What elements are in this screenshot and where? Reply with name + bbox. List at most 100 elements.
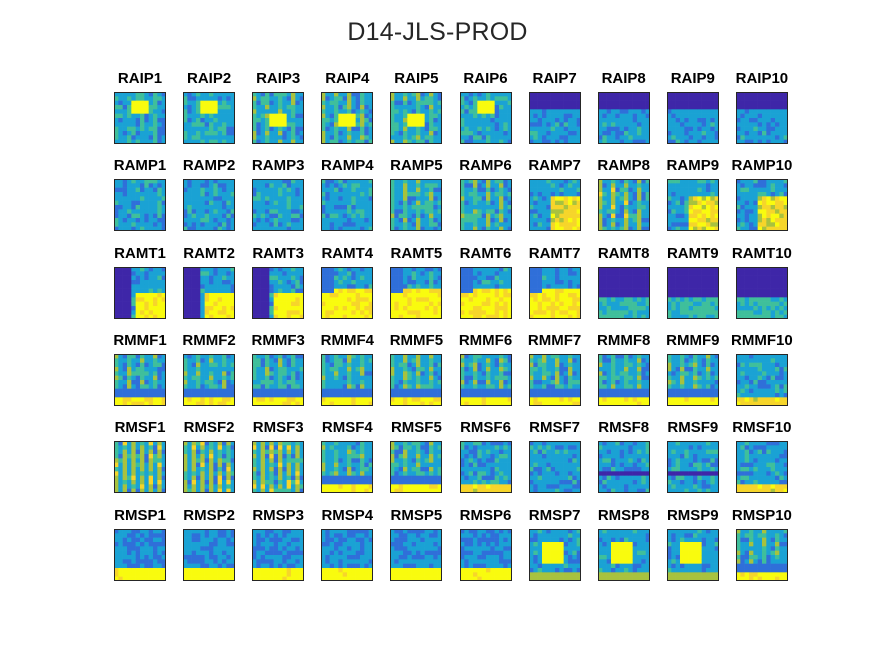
heatmap-cell	[666, 314, 672, 319]
heatmap-cell	[127, 283, 132, 289]
heatmap-cell	[273, 187, 279, 193]
heatmap-cell	[429, 218, 435, 223]
heatmap-cell	[230, 218, 236, 223]
heatmap-cell	[222, 371, 227, 376]
heatmap-cell	[740, 275, 745, 280]
heatmap-cell	[541, 187, 547, 193]
heatmap-cell	[265, 375, 270, 381]
heatmap-cell	[286, 375, 292, 381]
heatmap-cell	[571, 92, 577, 97]
heatmap-cell	[140, 200, 145, 206]
heatmap-cell	[632, 100, 637, 106]
heatmap-cell	[541, 270, 547, 276]
heatmap-cell	[153, 375, 158, 381]
panel-frame	[390, 179, 443, 232]
panel-ramp10: RAMP10	[717, 157, 807, 235]
heatmap-cell	[528, 209, 534, 215]
heatmap-cell	[122, 279, 128, 285]
heatmap-cell	[282, 126, 288, 132]
heatmap-cell	[196, 135, 201, 140]
heatmap-cell	[753, 118, 758, 123]
panel-frame	[735, 266, 788, 319]
heatmap-cell	[127, 200, 132, 206]
heatmap-cell	[209, 288, 214, 293]
heatmap-cell	[489, 226, 495, 232]
heatmap-cell	[757, 113, 763, 119]
heatmap-cell	[278, 288, 283, 293]
heatmap-cell	[757, 200, 763, 206]
heatmap-cell	[390, 113, 396, 119]
heatmap-cell	[148, 353, 154, 359]
heatmap-cell	[550, 205, 555, 210]
heatmap-cell	[744, 270, 750, 276]
heatmap-cell	[265, 301, 270, 306]
heatmap-cell	[735, 100, 741, 106]
heatmap-cell	[187, 309, 193, 315]
heatmap-cell	[325, 109, 331, 114]
heatmap-cell	[507, 200, 512, 206]
heatmap-cell	[757, 275, 763, 280]
heatmap-cell	[399, 92, 404, 97]
heatmap-cell	[420, 192, 426, 197]
heatmap-cell	[606, 113, 611, 119]
heatmap-cell	[602, 283, 607, 289]
heatmap-cell	[407, 113, 413, 119]
heatmap-cell	[204, 222, 210, 228]
heatmap-cell	[321, 205, 326, 210]
heatmap-cell	[390, 226, 396, 232]
heatmap-cell	[697, 183, 702, 189]
heatmap-cell	[204, 384, 210, 389]
heatmap-cell	[753, 305, 758, 311]
heatmap-cell	[127, 279, 132, 285]
heatmap-cell	[122, 266, 128, 272]
heatmap-cell	[459, 288, 465, 293]
heatmap-cell	[697, 270, 702, 276]
heatmap-cell	[528, 113, 534, 119]
heatmap-cell	[597, 179, 603, 184]
heatmap-cell	[200, 353, 206, 359]
heatmap-cell	[204, 118, 210, 123]
heatmap-cell	[200, 139, 206, 144]
heatmap-cell	[459, 92, 465, 97]
heatmap-cell	[688, 131, 694, 136]
heatmap-cell	[157, 366, 162, 372]
heatmap-cell	[351, 314, 357, 319]
heatmap-cell	[209, 187, 214, 193]
heatmap-cell	[472, 283, 478, 289]
heatmap-cell	[347, 270, 352, 276]
heatmap-cell	[571, 118, 577, 123]
heatmap-cell	[157, 392, 162, 398]
panel-ramt2: RAMT2	[164, 245, 254, 323]
heatmap-cell	[438, 283, 443, 289]
heatmap-cell	[502, 122, 508, 127]
heatmap-cell	[403, 196, 409, 202]
heatmap-cell	[507, 314, 512, 319]
heatmap-cell	[204, 401, 210, 406]
heatmap-cell	[256, 96, 262, 101]
heatmap-cell	[692, 266, 698, 272]
heatmap-cell	[122, 275, 128, 280]
heatmap-cell	[744, 187, 750, 193]
heatmap-cell	[645, 288, 650, 293]
heatmap-cell	[269, 218, 275, 223]
heatmap-cell	[131, 275, 136, 280]
heatmap-cell	[161, 105, 166, 110]
heatmap-cell	[196, 96, 201, 101]
heatmap-cell	[770, 266, 776, 272]
heatmap-cell	[368, 205, 374, 210]
heatmap-cell	[429, 266, 435, 272]
heatmap-cell	[645, 92, 650, 97]
heatmap-cell	[597, 187, 603, 193]
heatmap-cell	[273, 183, 279, 189]
heatmap-cell	[222, 105, 227, 110]
heatmap-cell	[541, 283, 547, 289]
heatmap-cell	[295, 288, 301, 293]
heatmap-cell	[118, 205, 123, 210]
heatmap-cell	[265, 384, 270, 389]
heatmap-cell	[252, 301, 257, 306]
heatmap-cell	[191, 131, 197, 136]
heatmap-cell	[701, 296, 707, 302]
heatmap-cell	[256, 371, 262, 376]
heatmap-cell	[420, 266, 426, 272]
heatmap-cell	[753, 196, 758, 202]
